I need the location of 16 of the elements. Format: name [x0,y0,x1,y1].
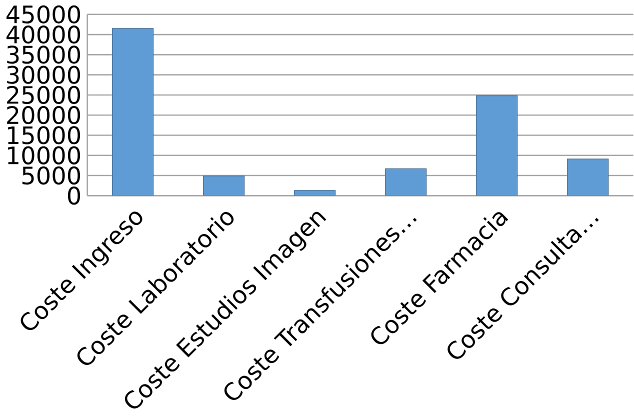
bar [294,190,336,196]
y-tick-label: 30000 [7,66,80,84]
bar [567,158,609,196]
bar [112,28,154,196]
bar [385,168,427,196]
y-tick-label: 25000 [7,86,80,104]
y-tick-label: 0 [68,186,80,205]
y-tick-label: 10000 [8,146,80,164]
y-tick-label: 40000 [6,25,80,44]
y-tick-label: 35000 [7,45,80,64]
y-tick-label: 5000 [22,166,80,184]
y-tick-label: 20000 [7,106,80,124]
bar [203,175,245,196]
y-tick-label: 15000 [8,126,80,144]
bar [476,95,518,196]
y-tick-label: 45000 [6,5,80,24]
